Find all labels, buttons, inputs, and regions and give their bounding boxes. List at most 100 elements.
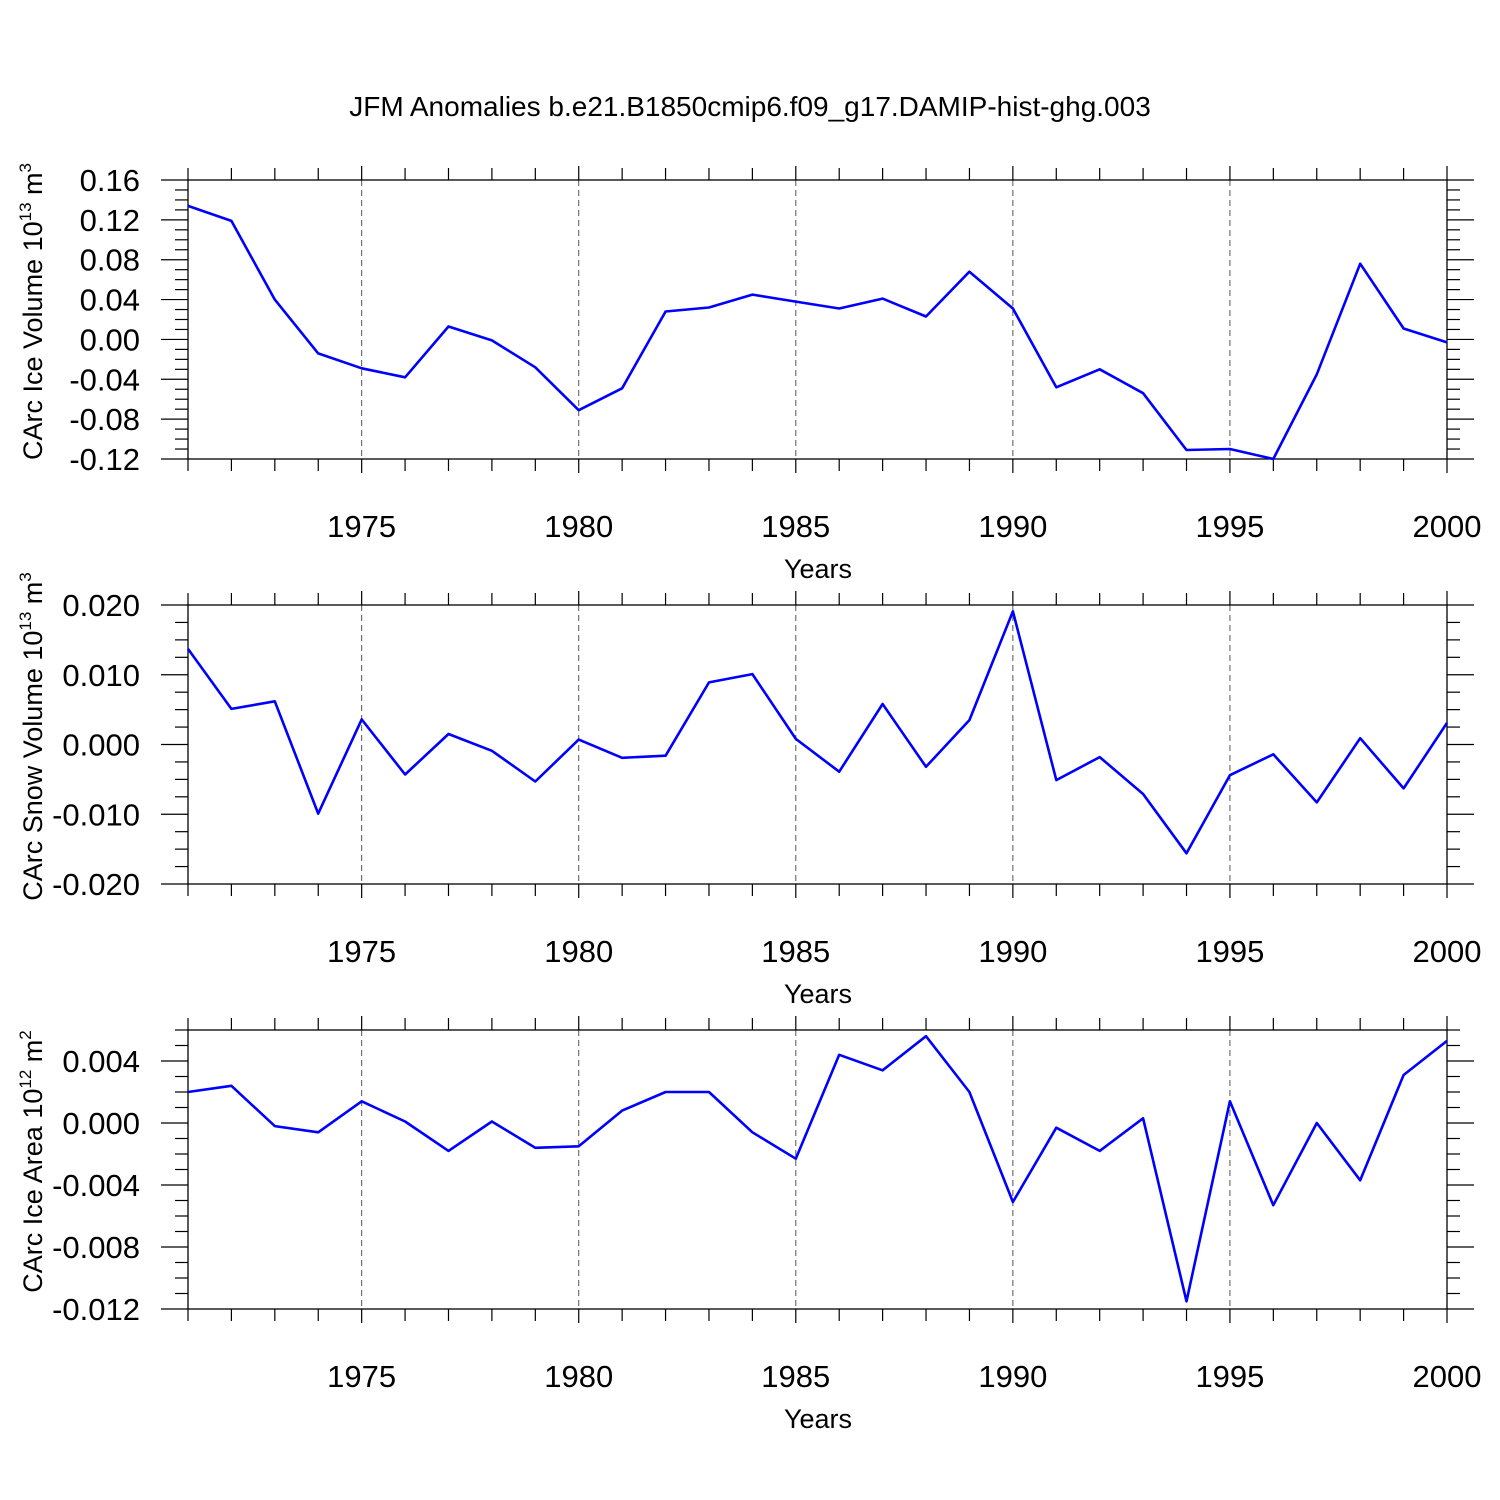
y-tick-label: 0.004 (62, 1044, 140, 1079)
data-point (359, 1099, 364, 1104)
data-point (880, 702, 885, 707)
data-point (924, 764, 929, 769)
x-tick-label: 1995 (1195, 509, 1264, 544)
y-axis-label-superscript: 13 (16, 612, 35, 631)
y-tick-label: 0.00 (80, 322, 140, 357)
data-point (924, 314, 929, 319)
data-point (1358, 1178, 1363, 1183)
series-line (187, 1034, 1448, 1303)
data-point (706, 1090, 711, 1095)
series-line (187, 204, 1448, 461)
y-tick-label: -0.012 (52, 1292, 140, 1327)
x-tick-label: 1980 (544, 1359, 613, 1394)
x-axis-label: Years (784, 1404, 852, 1434)
data-point (316, 351, 321, 356)
y-tick-label: 0.04 (80, 283, 140, 318)
data-point (620, 386, 625, 391)
data-point (489, 1119, 494, 1124)
data-point (576, 408, 581, 413)
x-tick-label: 1985 (761, 509, 830, 544)
panel-snow-volume: -0.020 -0.010 0.000 0.010 0.020 1975 1980 1985 1… (16, 572, 1481, 1009)
data-point (186, 646, 191, 651)
data-point (1184, 1299, 1189, 1304)
data-point (1358, 261, 1363, 266)
data-point (229, 706, 234, 711)
x-tick-label: 2000 (1413, 509, 1482, 544)
data-point (403, 1119, 408, 1124)
y-tick-label: 0.000 (62, 728, 140, 763)
y-axis-label-text: CArc Snow Volume 10 (18, 631, 48, 901)
data-point (1227, 773, 1232, 778)
y-tick-label: -0.008 (52, 1230, 140, 1265)
x-tick-label: 1975 (327, 1359, 396, 1394)
y-axis-label-text: m (18, 1040, 48, 1070)
data-point (489, 748, 494, 753)
data-point (1141, 1116, 1146, 1121)
data-point (620, 755, 625, 760)
panel-ice-volume: -0.12 -0.08 -0.04 0.00 0.04 0.08 0.12 0.16 1975 1… (16, 163, 1481, 584)
data-point (1010, 1200, 1015, 1205)
data-point (229, 1083, 234, 1088)
y-tick-label: -0.010 (52, 797, 140, 832)
x-tick-label: 1975 (327, 509, 396, 544)
data-point (446, 1148, 451, 1153)
data-point (967, 1090, 972, 1095)
data-point (1445, 1038, 1450, 1043)
x-axis-label: Years (784, 979, 852, 1009)
y-axis-label-superscript: 12 (16, 1070, 35, 1089)
x-tick-label: 1985 (761, 934, 830, 969)
data-point (576, 1144, 581, 1149)
y-axis-label-superscript: 3 (16, 163, 35, 172)
x-tick-label: 1995 (1195, 1359, 1264, 1394)
y-axis-label-superscript: 13 (16, 202, 35, 221)
data-point (1141, 792, 1146, 797)
data-point (880, 1068, 885, 1073)
x-tick-label: 1995 (1195, 934, 1264, 969)
data-point (1097, 755, 1102, 760)
data-point (1271, 752, 1276, 757)
data-point (186, 203, 191, 208)
data-point (1097, 1148, 1102, 1153)
x-tick-label: 1985 (761, 1359, 830, 1394)
data-point (1271, 1203, 1276, 1208)
data-point (1010, 609, 1015, 614)
data-point (533, 779, 538, 784)
data-point (1314, 372, 1319, 377)
plot-frame (187, 604, 1448, 885)
x-tick-label: 1990 (978, 934, 1047, 969)
data-point (1314, 1121, 1319, 1126)
data-point (576, 737, 581, 742)
y-axis-label: CArc Ice Area 1012 m2 (16, 1030, 48, 1293)
panel-ice-area: -0.012 -0.008 -0.004 0.000 0.004 1975 1980 1985… (16, 1016, 1481, 1434)
data-point (1184, 448, 1189, 453)
data-point (446, 324, 451, 329)
chart-title: JFM Anomalies b.e21.B1850cmip6.f09_g17.D… (349, 91, 1151, 122)
data-point (967, 269, 972, 274)
data-point (489, 338, 494, 343)
y-tick-label: 0.000 (62, 1106, 140, 1141)
y-tick-label: 0.010 (62, 658, 140, 693)
data-point (1054, 385, 1059, 390)
x-tick-label: 1990 (978, 1359, 1047, 1394)
data-point (1358, 736, 1363, 741)
data-point (663, 309, 668, 314)
y-axis-label: CArc Ice Volume 1013 m3 (16, 163, 48, 460)
data-point (1271, 457, 1276, 462)
data-point (793, 299, 798, 304)
data-point (793, 1156, 798, 1161)
data-point (359, 366, 364, 371)
y-tick-label: -0.04 (69, 362, 140, 397)
series-line (186, 609, 1449, 855)
y-axis-label-text: m (18, 582, 48, 612)
data-point (1401, 1072, 1406, 1077)
y-tick-label: -0.12 (69, 442, 140, 477)
y-tick-label: 0.020 (62, 588, 140, 623)
y-tick-label: -0.020 (52, 867, 140, 902)
data-point (403, 375, 408, 380)
x-tick-label: 1980 (544, 934, 613, 969)
x-tick-label: 2000 (1413, 934, 1482, 969)
data-point (1097, 367, 1102, 372)
plot-frame (187, 179, 1448, 460)
x-tick-label: 1990 (978, 509, 1047, 544)
